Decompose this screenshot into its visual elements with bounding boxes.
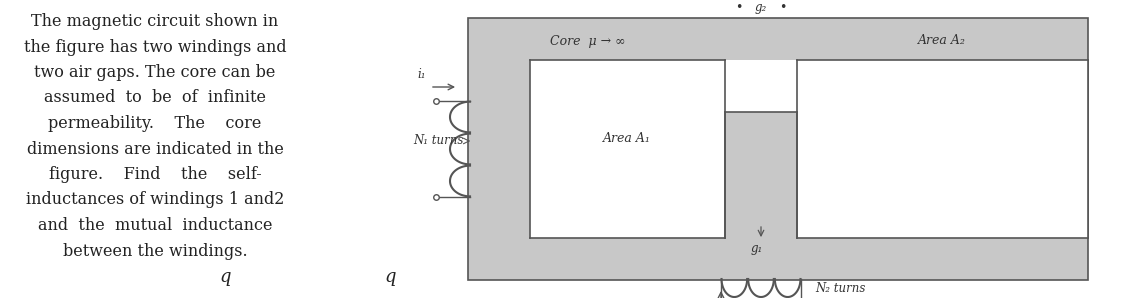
Text: assumed  to  be  of  infinite: assumed to be of infinite (44, 89, 266, 106)
Text: Area A₂: Area A₂ (918, 35, 966, 47)
Text: i₁: i₁ (417, 68, 426, 81)
Text: and  the  mutual  inductance: and the mutual inductance (38, 217, 272, 234)
Bar (530, 60, 724, 238)
Text: g₁: g₁ (750, 242, 763, 255)
Text: g₂: g₂ (755, 1, 767, 14)
Bar (468, 18, 1088, 280)
Text: •: • (736, 1, 742, 14)
Text: N₂ turns: N₂ turns (814, 282, 865, 294)
Bar (796, 60, 1088, 238)
Text: figure.    Find    the    self-: figure. Find the self- (48, 166, 261, 183)
Text: q: q (385, 268, 396, 286)
Text: dimensions are indicated in the: dimensions are indicated in the (27, 140, 284, 158)
Text: two air gaps. The core can be: two air gaps. The core can be (35, 64, 276, 81)
Text: inductances of windings 1 and2: inductances of windings 1 and2 (26, 192, 285, 209)
Text: the figure has two windings and: the figure has two windings and (24, 38, 286, 55)
Text: q: q (219, 268, 231, 286)
Text: The magnetic circuit shown in: The magnetic circuit shown in (32, 13, 279, 30)
Text: N₁ turns: N₁ turns (414, 134, 464, 148)
Text: •: • (780, 1, 786, 14)
Text: between the windings.: between the windings. (63, 243, 248, 260)
Text: Core  μ → ∞: Core μ → ∞ (550, 35, 626, 47)
Bar (724, 60, 796, 112)
Text: Area A₁: Area A₁ (603, 133, 651, 145)
Text: permeability.    The    core: permeability. The core (48, 115, 262, 132)
